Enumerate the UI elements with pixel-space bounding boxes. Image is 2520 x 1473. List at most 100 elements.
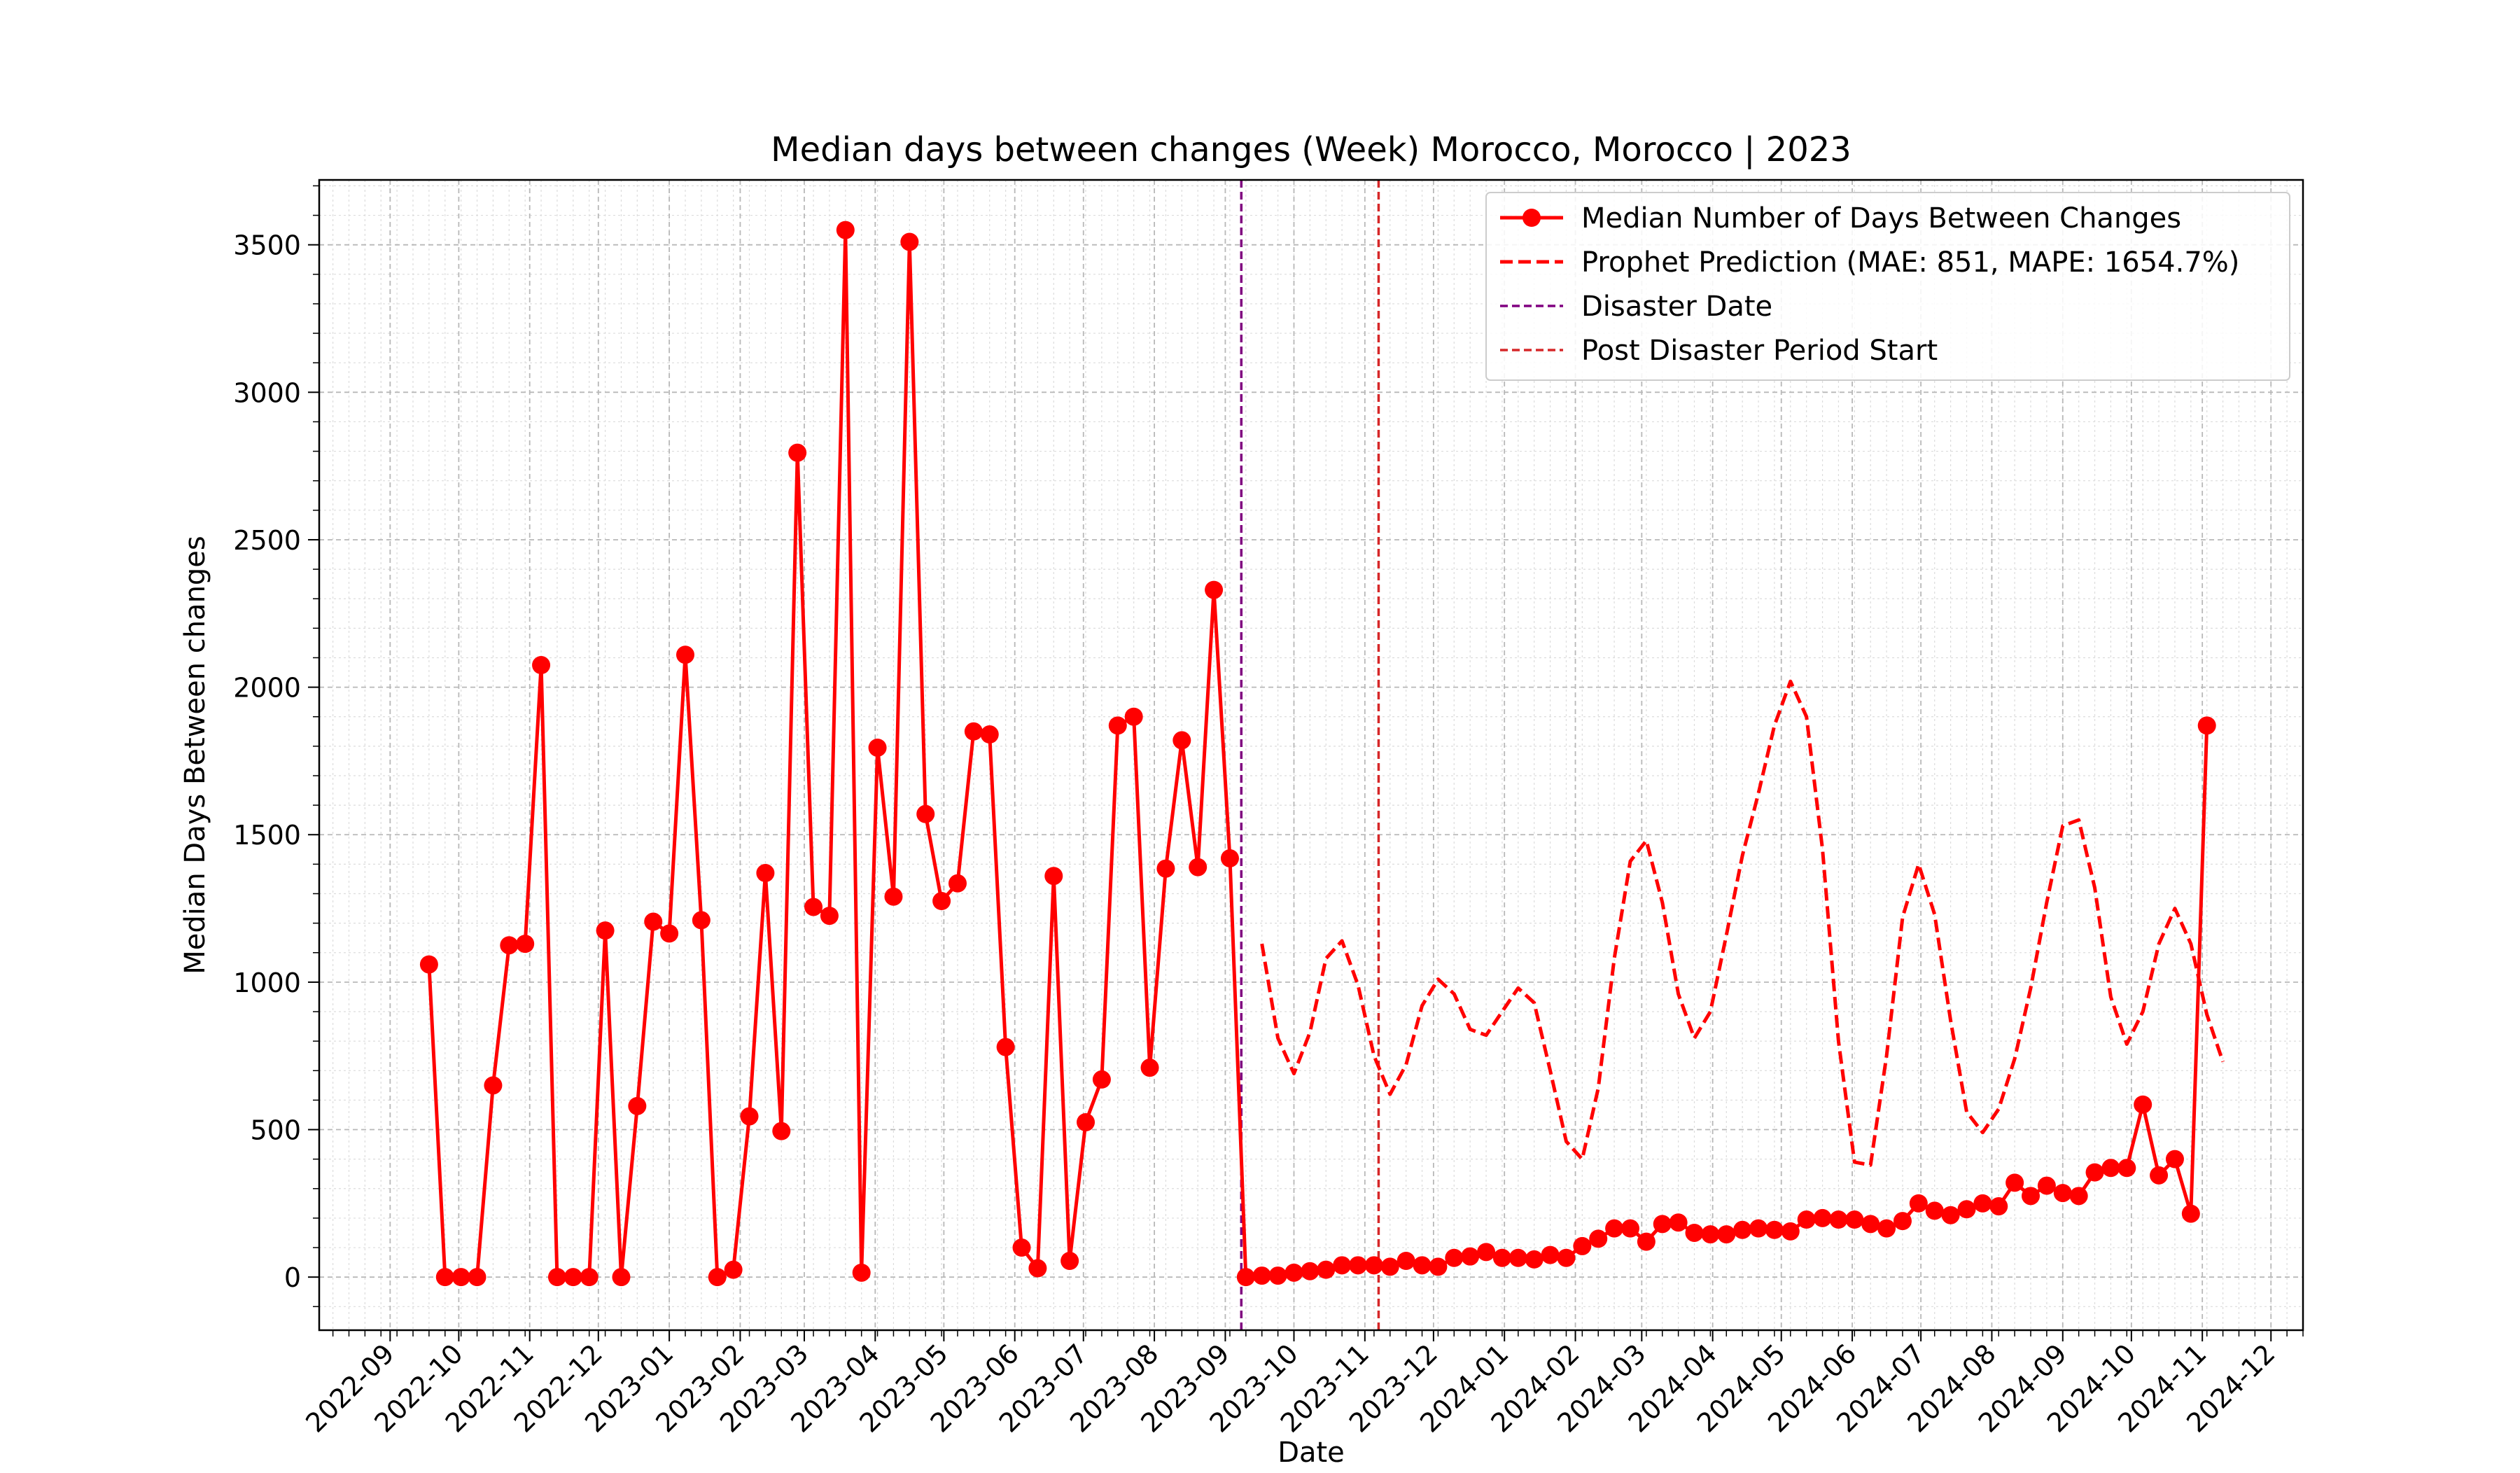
data-point: [1108, 716, 1127, 735]
data-point: [1380, 1257, 1399, 1276]
data-point: [1189, 858, 1208, 877]
prediction-series-line: [1260, 679, 2225, 1167]
data-point: [1268, 1266, 1287, 1285]
data-point: [820, 907, 839, 926]
chart-title: Median days between changes (Week) Moroc…: [771, 130, 1851, 169]
data-point: [1557, 1248, 1576, 1267]
data-point: [964, 722, 983, 741]
data-point: [1396, 1251, 1415, 1270]
data-point: [1861, 1215, 1880, 1234]
data-point: [451, 1268, 470, 1287]
data-point: [468, 1268, 486, 1287]
data-point: [596, 921, 615, 940]
data-point: [2037, 1176, 2056, 1195]
data-point: [435, 1268, 454, 1287]
data-point: [1829, 1210, 1848, 1229]
data-point: [2069, 1187, 2088, 1206]
data-point: [1060, 1251, 1079, 1270]
data-point: [692, 911, 710, 930]
data-point: [916, 804, 935, 823]
y-tick-label: 2000: [233, 673, 301, 704]
data-point: [1205, 580, 1224, 599]
data-point: [1445, 1248, 1464, 1267]
data-point: [2053, 1184, 2072, 1203]
data-point: [1492, 1248, 1511, 1267]
data-point: [1589, 1229, 1608, 1248]
data-point: [1172, 731, 1191, 750]
data-point: [532, 656, 551, 675]
data-point: [1044, 867, 1063, 886]
data-point: [1252, 1266, 1271, 1285]
legend-label: Post Disaster Period Start: [1581, 335, 1938, 367]
data-point: [1301, 1262, 1320, 1280]
data-point: [1749, 1219, 1768, 1238]
data-point: [419, 955, 438, 974]
plot-frame: [318, 179, 2304, 1332]
data-point: [1156, 859, 1175, 878]
data-point: [1877, 1219, 1896, 1238]
data-point: [1236, 1268, 1255, 1287]
data-point: [628, 1096, 647, 1115]
data-point: [1284, 1263, 1303, 1282]
data-point: [996, 1038, 1015, 1056]
data-point: [1797, 1210, 1816, 1229]
data-point: [660, 924, 679, 943]
data-point: [580, 1268, 598, 1287]
data-point: [516, 935, 535, 954]
data-point: [1477, 1243, 1496, 1262]
data-point: [948, 874, 967, 893]
y-tick-label: 1000: [233, 968, 301, 998]
data-point: [740, 1107, 759, 1126]
data-point: [836, 221, 855, 239]
legend-box: [1485, 192, 2290, 381]
data-point: [644, 912, 663, 931]
data-point: [852, 1263, 871, 1282]
data-point: [1429, 1257, 1448, 1276]
data-point: [788, 443, 807, 462]
data-point: [1733, 1220, 1752, 1239]
y-tick-label: 500: [250, 1115, 301, 1146]
data-point: [1124, 707, 1143, 726]
data-point: [1413, 1256, 1432, 1275]
data-point: [1669, 1213, 1688, 1232]
data-point: [1092, 1070, 1111, 1089]
data-point: [1605, 1219, 1624, 1238]
legend-label: Prophet Prediction (MAE: 851, MAPE: 1654…: [1581, 246, 2239, 279]
data-point: [980, 725, 999, 744]
y-tick-label: 0: [284, 1262, 301, 1293]
y-tick-label: 1500: [233, 820, 301, 851]
data-point: [1957, 1200, 1976, 1219]
data-point: [1845, 1210, 1864, 1229]
legend-marker: [1522, 209, 1541, 227]
data-point: [1620, 1219, 1639, 1238]
data-point: [772, 1122, 791, 1140]
data-point: [932, 892, 951, 911]
data-point: [1893, 1212, 1912, 1231]
data-point: [547, 1268, 566, 1287]
data-point: [1813, 1208, 1832, 1227]
data-point: [1333, 1256, 1352, 1275]
data-point: [1573, 1236, 1592, 1255]
data-point: [2181, 1204, 2200, 1223]
data-point: [1077, 1112, 1096, 1131]
data-point: [1028, 1259, 1047, 1278]
data-point: [484, 1076, 503, 1095]
data-point: [2197, 716, 2216, 735]
data-point: [564, 1268, 582, 1287]
data-point: [804, 898, 823, 916]
data-point: [612, 1268, 631, 1287]
data-point: [1909, 1194, 1928, 1213]
data-point: [2085, 1163, 2104, 1182]
data-point: [2150, 1166, 2169, 1185]
data-point: [1012, 1238, 1031, 1257]
data-point: [724, 1260, 743, 1279]
x-axis-label: Date: [1278, 1437, 1345, 1469]
data-point: [1701, 1225, 1720, 1244]
data-point: [1637, 1232, 1656, 1251]
legend-label: Median Number of Days Between Changes: [1581, 202, 2181, 235]
data-point: [1541, 1245, 1560, 1264]
legend-label: Disaster Date: [1581, 291, 1772, 323]
y-tick-label: 3000: [233, 377, 301, 408]
data-point: [2005, 1173, 2024, 1192]
data-point: [2022, 1187, 2040, 1206]
